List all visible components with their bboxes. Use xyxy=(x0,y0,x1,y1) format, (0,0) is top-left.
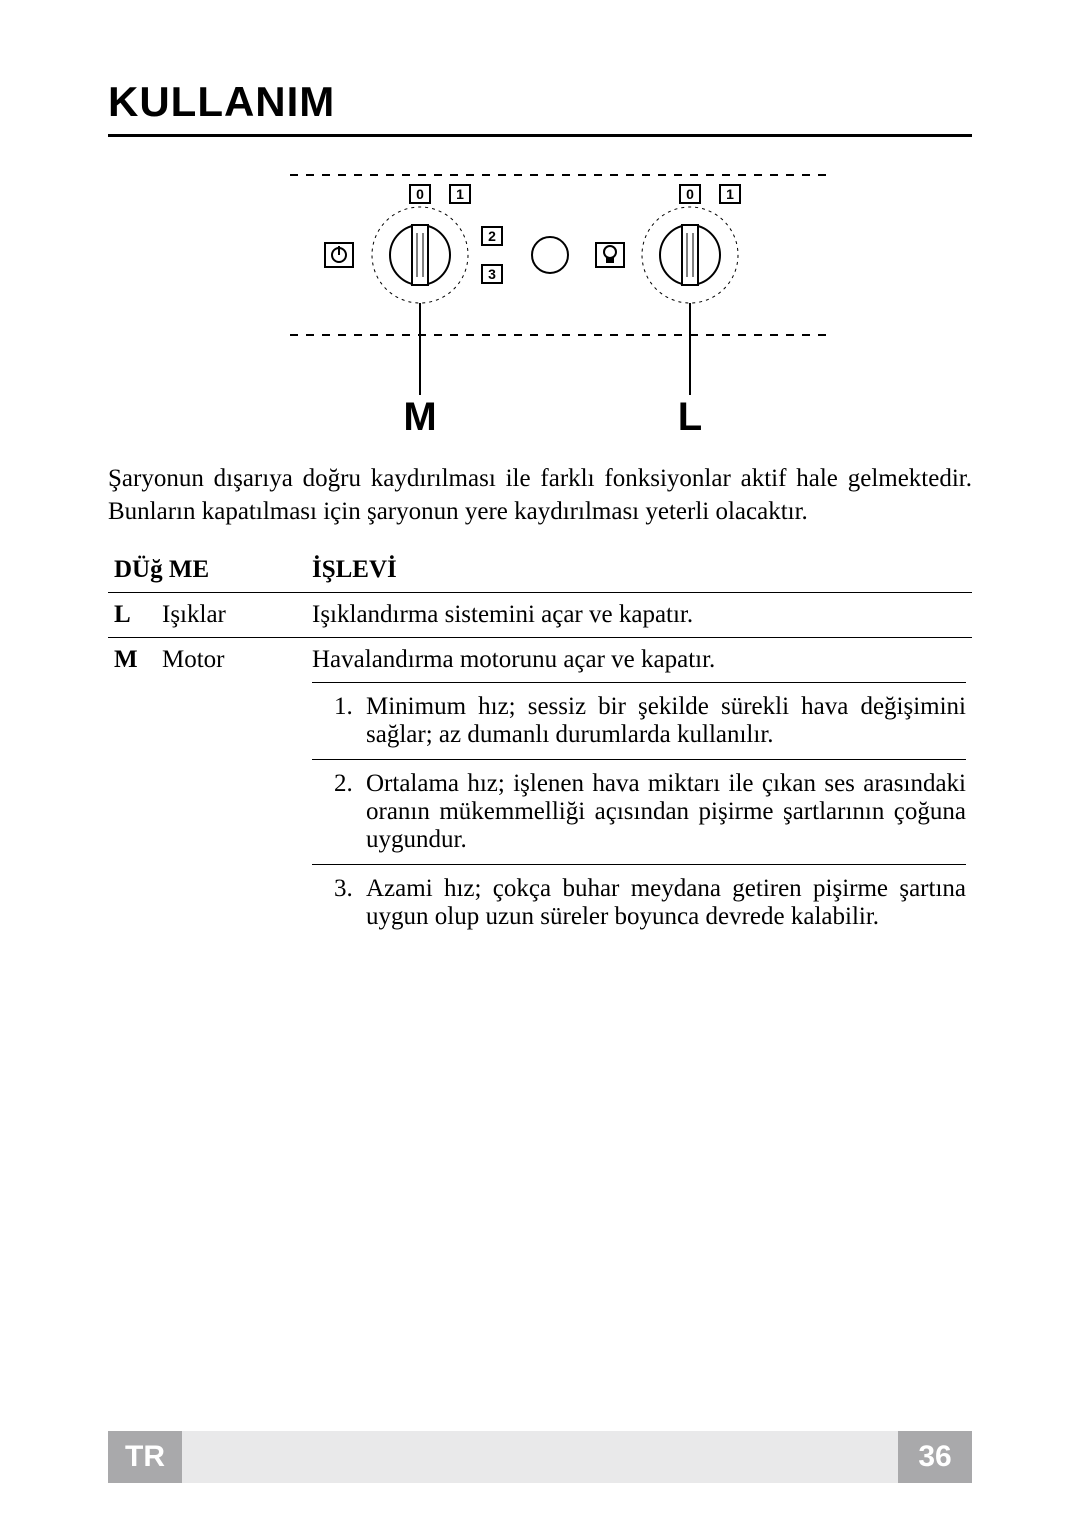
speed-number: 3. xyxy=(334,875,366,931)
th-button: DÜğ ME xyxy=(108,550,306,593)
th-function: İŞLEVİ xyxy=(306,550,972,593)
speed-text: Azami hız; çokça buhar meydana getiren p… xyxy=(366,875,966,931)
svg-text:0: 0 xyxy=(686,186,694,202)
table-row: L Işıklar Işıklandırma sistemini açar ve… xyxy=(108,593,972,638)
row-code: M xyxy=(108,638,156,942)
footer-lang: TR xyxy=(108,1431,182,1483)
speeds-list: 1. Minimum hız; sessiz bir şekilde sürek… xyxy=(312,683,966,941)
page-footer: TR 36 xyxy=(108,1431,972,1483)
row-label: Motor xyxy=(156,638,306,942)
speed-number: 2. xyxy=(334,770,366,854)
list-item: 1. Minimum hız; sessiz bir şekilde sürek… xyxy=(312,683,966,760)
dial-mark-3: 3 xyxy=(488,266,496,282)
controls-table: DÜğ ME İŞLEVİ L Işıklar Işıklandırma sis… xyxy=(108,550,972,941)
page: KULLANIM xyxy=(0,0,1080,1529)
svg-text:1: 1 xyxy=(726,186,734,202)
row-label: Işıklar xyxy=(156,593,306,638)
speed-number: 1. xyxy=(334,693,366,749)
dial-mark-1: 1 xyxy=(456,186,464,202)
dial-mark-0: 0 xyxy=(416,186,424,202)
row-function-cell: Havalandırma motorunu açar ve kapatır. 1… xyxy=(306,638,972,942)
dial-label-m: M xyxy=(403,395,436,439)
list-item: 3. Azami hız; çokça buhar meydana getire… xyxy=(312,865,966,941)
footer-spacer xyxy=(182,1431,898,1483)
row-code: L xyxy=(108,593,156,638)
intro-paragraph: Şaryonun dışarıya doğru kaydırılması ile… xyxy=(108,462,972,528)
dial-mark-2: 2 xyxy=(488,228,496,244)
dial-label-l: L xyxy=(678,395,702,439)
page-title: KULLANIM xyxy=(108,78,972,137)
speed-text: Minimum hız; sessiz bir şekilde sürekli … xyxy=(366,693,966,749)
row-function: Işıklandırma sistemini açar ve kapatır. xyxy=(306,593,972,638)
footer-page-number: 36 xyxy=(898,1431,972,1483)
speed-text: Ortalama hız; işlenen hava miktarı ile ç… xyxy=(366,770,966,854)
table-row: M Motor Havalandırma motorunu açar ve ka… xyxy=(108,638,972,942)
list-item: 2. Ortalama hız; işlenen hava miktarı il… xyxy=(312,760,966,865)
row-function: Havalandırma motorunu açar ve kapatır. xyxy=(312,638,966,683)
control-diagram: 0 1 2 3 xyxy=(108,165,972,440)
